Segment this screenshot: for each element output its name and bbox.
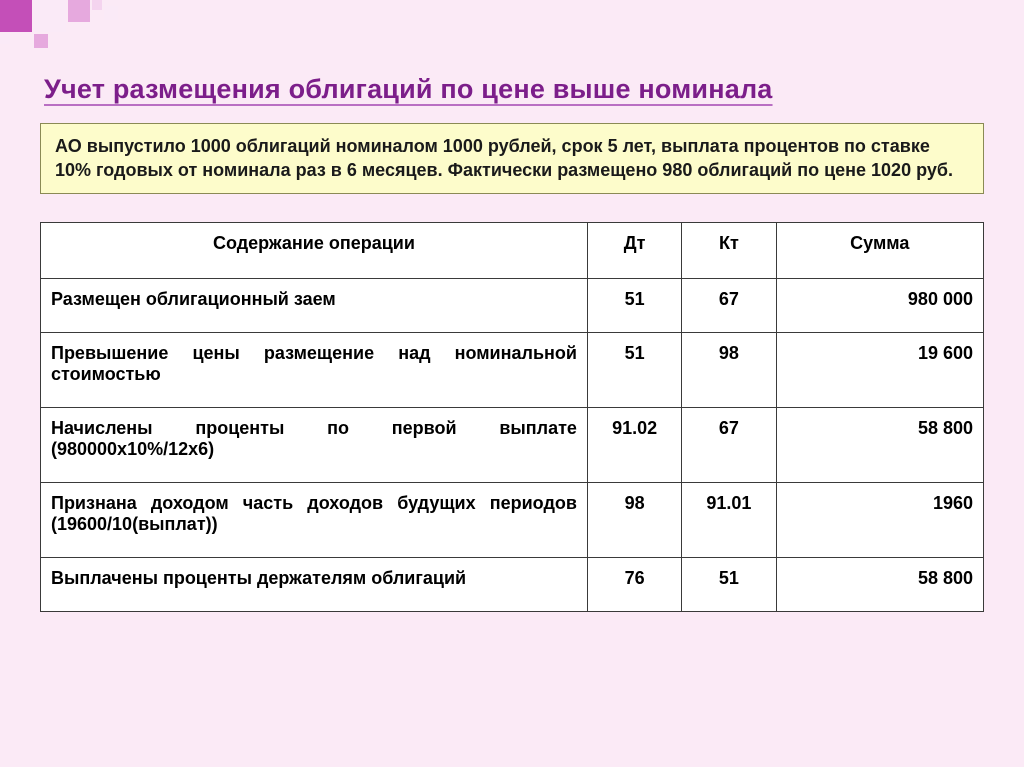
col-operation: Содержание операции [41, 222, 588, 278]
table-head: Содержание операции Дт Кт Сумма [41, 222, 984, 278]
cell-debit: 91.02 [587, 407, 681, 482]
table-row: Размещен облигационный заем5167980 000 [41, 278, 984, 332]
cell-sum: 1960 [776, 482, 983, 557]
cell-debit: 51 [587, 278, 681, 332]
table-body: Размещен облигационный заем5167980 000Пр… [41, 278, 984, 611]
cell-sum: 58 800 [776, 407, 983, 482]
cell-debit: 98 [587, 482, 681, 557]
deco-square [0, 0, 32, 32]
page-title: Учет размещения облигаций по цене выше н… [44, 74, 984, 105]
table-row: Превышение цены размещение над номинальн… [41, 332, 984, 407]
table-row: Начислены проценты по первой выплате (98… [41, 407, 984, 482]
deco-square [92, 0, 102, 10]
cell-operation: Размещен облигационный заем [41, 278, 588, 332]
cell-operation: Превышение цены размещение над номинальн… [41, 332, 588, 407]
cell-operation: Выплачены проценты держателям облигаций [41, 557, 588, 611]
cell-debit: 51 [587, 332, 681, 407]
table-row: Выплачены проценты держателям облигаций7… [41, 557, 984, 611]
deco-square [0, 34, 10, 44]
col-credit: Кт [682, 222, 776, 278]
col-debit: Дт [587, 222, 681, 278]
deco-square [68, 0, 90, 22]
cell-sum: 980 000 [776, 278, 983, 332]
cell-credit: 67 [682, 278, 776, 332]
accounting-table: Содержание операции Дт Кт Сумма Размещен… [40, 222, 984, 612]
table-header-row: Содержание операции Дт Кт Сумма [41, 222, 984, 278]
table-row: Признана доходом часть доходов будущих п… [41, 482, 984, 557]
col-sum: Сумма [776, 222, 983, 278]
cell-credit: 51 [682, 557, 776, 611]
cell-debit: 76 [587, 557, 681, 611]
cell-operation: Начислены проценты по первой выплате (98… [41, 407, 588, 482]
cell-credit: 98 [682, 332, 776, 407]
cell-credit: 91.01 [682, 482, 776, 557]
deco-square [34, 34, 48, 48]
cell-operation: Признана доходом часть доходов будущих п… [41, 482, 588, 557]
slide-content: Учет размещения облигаций по цене выше н… [12, 12, 1012, 612]
slide: Учет размещения облигаций по цене выше н… [0, 0, 1024, 767]
corner-decoration [0, 0, 270, 48]
deco-square [34, 0, 66, 32]
deco-square [104, 6, 118, 20]
cell-credit: 67 [682, 407, 776, 482]
cell-sum: 58 800 [776, 557, 983, 611]
info-box: АО выпустило 1000 облигаций номиналом 10… [40, 123, 984, 194]
cell-sum: 19 600 [776, 332, 983, 407]
